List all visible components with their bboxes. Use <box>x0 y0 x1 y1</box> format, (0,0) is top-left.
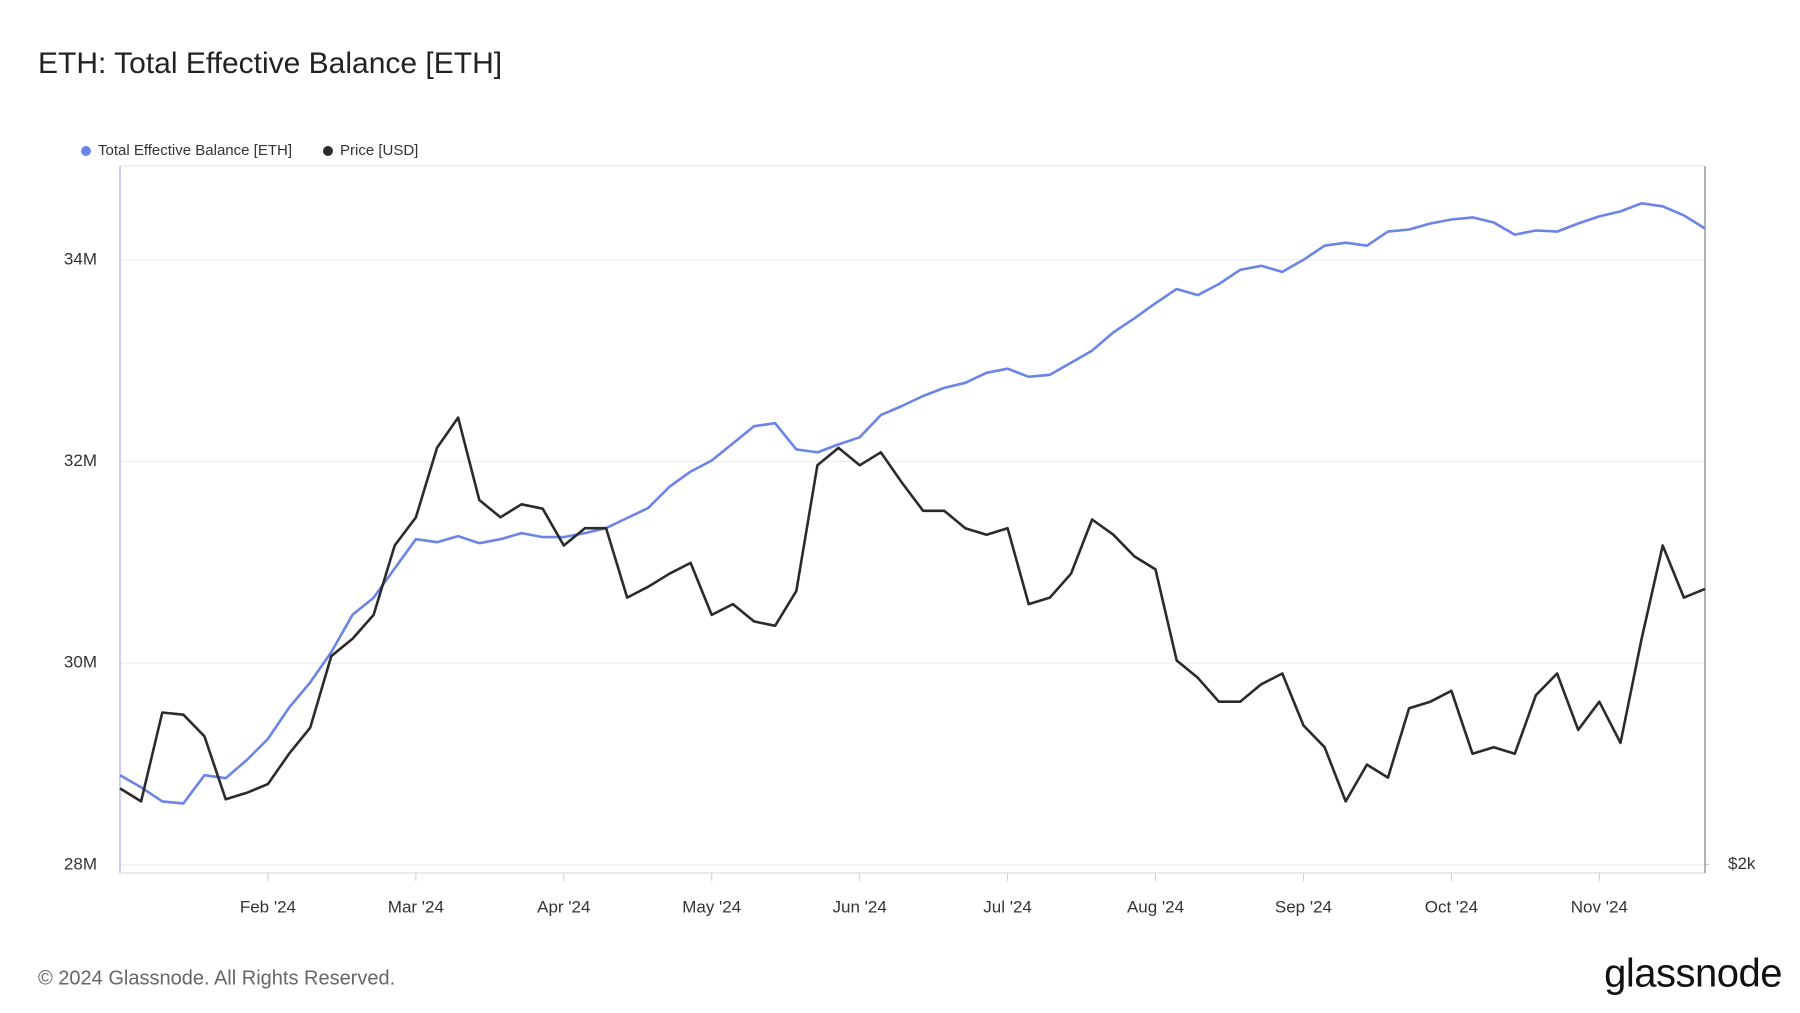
x-tick-label: Sep '24 <box>1275 897 1332 916</box>
legend-label: Total Effective Balance [ETH] <box>98 142 292 159</box>
x-tick-label: Apr '24 <box>537 897 590 916</box>
brand-logo: glassnode <box>1604 952 1782 996</box>
x-tick-label: Jun '24 <box>833 897 887 916</box>
x-tick-label: May '24 <box>682 897 741 916</box>
legend-label: Price [USD] <box>340 142 418 159</box>
series-line <box>119 202 1706 805</box>
y-tick-label: 28M <box>64 854 97 873</box>
x-tick-label: Mar '24 <box>388 897 444 916</box>
copyright: © 2024 Glassnode. All Rights Reserved. <box>38 967 395 989</box>
y-tick-label: 32M <box>64 451 97 470</box>
series-line <box>119 416 1706 803</box>
legend-swatch <box>322 146 333 156</box>
x-tick-label: Oct '24 <box>1425 897 1478 916</box>
y2-tick-label: $2k <box>1728 854 1756 873</box>
x-tick-label: Feb '24 <box>240 897 296 916</box>
chart-title: ETH: Total Effective Balance [ETH] <box>38 47 502 80</box>
x-tick-label: Aug '24 <box>1127 897 1184 916</box>
x-tick-label: Nov '24 <box>1571 897 1628 916</box>
legend-swatch <box>81 146 91 156</box>
y-tick-label: 30M <box>64 653 97 672</box>
x-tick-label: Jul '24 <box>983 897 1032 916</box>
y-tick-label: 34M <box>64 249 97 268</box>
